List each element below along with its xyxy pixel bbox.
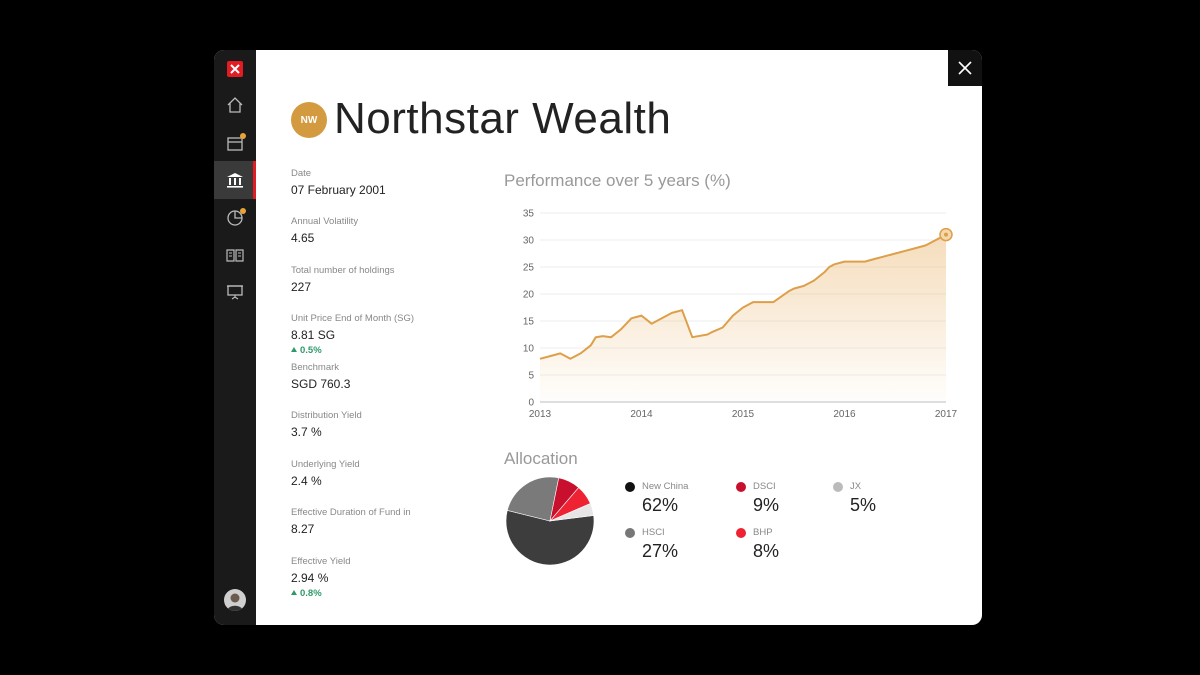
bank-building-icon: [227, 173, 243, 188]
metric-value: 2.94 %: [291, 571, 329, 585]
metric-distribution-yield: Distribution Yield 3.7 %: [291, 410, 362, 439]
metric-effective-yield: Effective Yield 2.94 % 0.8%: [291, 556, 351, 599]
sidebar: [214, 50, 256, 625]
performance-chart: 0 5 10 15 20 25 30 35 2013 2014 2015 2016 2017: [523, 209, 958, 421]
metric-total-holdings: Total number of holdings 227: [291, 265, 395, 294]
legend-name: JX: [850, 481, 862, 492]
notification-dot: [240, 208, 246, 214]
metric-effective-duration: Effective Duration of Fund in 8.27: [291, 507, 411, 536]
up-arrow-icon: [291, 590, 297, 595]
fund-detail-window: NW Northstar Wealth Date 07 February 200…: [214, 50, 982, 625]
user-avatar[interactable]: [224, 589, 246, 611]
metric-underlying-yield: Underlying Yield 2.4 %: [291, 459, 360, 488]
metric-label: Effective Yield: [291, 556, 351, 567]
book-icon: [226, 249, 244, 262]
metric-label: Underlying Yield: [291, 459, 360, 470]
close-icon: [958, 61, 972, 75]
metric-value: 227: [291, 280, 312, 294]
legend-swatch: [736, 528, 746, 538]
y-tick-label: 5: [528, 371, 534, 382]
x-tick-label: 2014: [630, 409, 653, 420]
legend-value: 8%: [753, 541, 780, 561]
metric-value: 2.4 %: [291, 474, 322, 488]
pie-slice-new-china: [505, 510, 595, 566]
y-tick-label: 30: [523, 236, 535, 247]
legend-name: BHP: [753, 527, 773, 538]
end-point-dot: [944, 232, 948, 237]
metric-annual-volatility: Annual Volatility 4.65: [291, 216, 358, 245]
y-tick-label: 15: [523, 317, 535, 328]
y-tick-label: 20: [523, 290, 535, 301]
metric-label: Date: [291, 168, 312, 179]
sidebar-item-home[interactable]: [214, 86, 256, 124]
allocation-title: Allocation: [504, 449, 578, 468]
series-area: [540, 234, 946, 402]
metric-label: Effective Duration of Fund in: [291, 507, 411, 518]
metric-value: 8.81 SG: [291, 328, 336, 342]
metric-date: Date 07 February 2001: [291, 168, 386, 197]
metric-change: 0.5%: [291, 345, 414, 356]
pie-chart-icon: [227, 210, 243, 226]
allocation-pie-chart: [505, 476, 595, 566]
metric-label: Total number of holdings: [291, 265, 395, 276]
metric-value: 8.27: [291, 522, 315, 536]
metric-change: 0.8%: [291, 588, 351, 599]
x-tick-label: 2017: [935, 409, 958, 420]
x-tick-label: 2016: [833, 409, 856, 420]
metric-label: Benchmark: [291, 362, 340, 373]
sidebar-item-portfolio[interactable]: [214, 199, 256, 237]
sidebar-item-calendar[interactable]: [214, 124, 256, 162]
sidebar-item-funds[interactable]: [214, 161, 256, 199]
legend-value: 62%: [642, 495, 679, 515]
series-line: [539, 233, 947, 360]
metric-value: 07 February 2001: [291, 183, 386, 197]
legend-name: DSCI: [753, 481, 776, 492]
presentation-icon: [227, 285, 243, 300]
fund-badge: NW: [291, 102, 327, 138]
legend-swatch: [833, 482, 843, 492]
legend-swatch: [625, 482, 635, 492]
legend-value: 9%: [753, 495, 780, 515]
page-title: Northstar Wealth: [334, 94, 672, 143]
metric-value: 3.7 %: [291, 425, 322, 439]
metric-benchmark: Benchmark SGD 760.3: [291, 362, 350, 391]
bank-logo-icon[interactable]: [227, 61, 243, 77]
legend-swatch: [625, 528, 635, 538]
y-tick-label: 0: [528, 398, 534, 409]
pie-slice-jx: [549, 503, 594, 522]
y-tick-label: 10: [523, 344, 535, 355]
sidebar-item-library[interactable]: [214, 236, 256, 274]
x-tick-label: 2015: [732, 409, 755, 420]
home-icon: [227, 97, 243, 113]
metric-label: Unit Price End of Month (SG): [291, 313, 415, 324]
legend-name: New China: [642, 481, 689, 492]
up-arrow-icon: [291, 347, 297, 352]
legend-value: 27%: [642, 541, 679, 561]
close-button[interactable]: [948, 50, 982, 86]
performance-chart-title: Performance over 5 years (%): [504, 171, 731, 190]
metric-unit-price: Unit Price End of Month (SG) 8.81 SG 0.5…: [291, 313, 414, 356]
calendar-icon: [227, 137, 243, 151]
metric-label: Distribution Yield: [291, 410, 362, 421]
pie-slice-hsci: [506, 476, 560, 522]
metric-value: 4.65: [291, 231, 315, 245]
y-tick-label: 35: [523, 209, 535, 220]
legend-value: 5%: [850, 495, 877, 515]
notification-dot: [240, 133, 246, 139]
metric-value: SGD 760.3: [291, 377, 351, 391]
sidebar-item-presentation[interactable]: [214, 273, 256, 311]
legend-name: HSCI: [642, 527, 665, 538]
metric-label: Annual Volatility: [291, 216, 359, 227]
y-tick-label: 25: [523, 263, 535, 274]
x-tick-label: 2013: [529, 409, 552, 420]
legend-swatch: [736, 482, 746, 492]
